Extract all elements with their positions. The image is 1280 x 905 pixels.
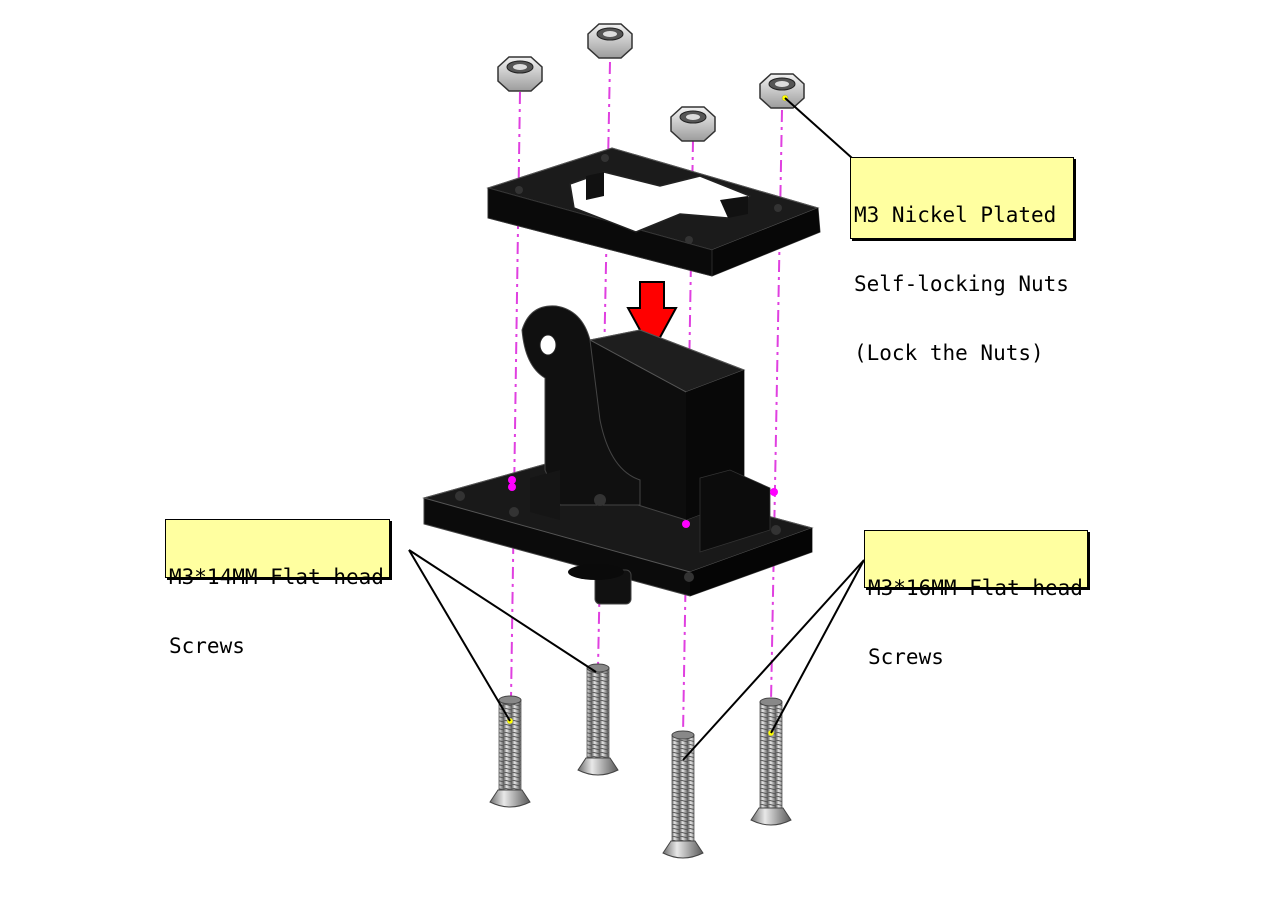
servo-mount-base bbox=[422, 305, 814, 605]
leader-nuts bbox=[784, 97, 853, 159]
nut-3 bbox=[670, 106, 716, 142]
callout-lock-nuts-line-1: M3 Nickel Plated bbox=[854, 203, 1057, 227]
callout-screws-14mm-line-1: M3*14MM Flat-head bbox=[169, 565, 384, 589]
screw-14mm-2 bbox=[577, 663, 619, 776]
nut-1 bbox=[497, 56, 543, 92]
nut-4 bbox=[759, 73, 805, 109]
callout-lock-nuts-line-3: (Lock the Nuts) bbox=[854, 341, 1044, 365]
screws-16mm bbox=[662, 697, 792, 859]
callout-screws-14mm-line-2: Screws bbox=[169, 634, 245, 658]
top-frame-plate bbox=[486, 147, 821, 277]
nut-2 bbox=[587, 23, 633, 59]
leader-16mm-b bbox=[770, 559, 865, 734]
callout-screws-16mm: M3*16MM Flat-head Screws bbox=[864, 530, 1088, 669]
screw-16mm-1 bbox=[662, 730, 704, 859]
callout-lock-nuts-line-2: Self-locking Nuts bbox=[854, 272, 1069, 296]
callout-leader-lines bbox=[408, 97, 865, 761]
leader-14mm-a bbox=[408, 549, 511, 722]
screw-14mm-1 bbox=[489, 695, 531, 808]
axis-line-4 bbox=[770, 109, 783, 703]
leader-16mm-a bbox=[682, 559, 865, 761]
callout-screws-16mm-line-1: M3*16MM Flat-head bbox=[868, 576, 1083, 600]
insert-direction-arrow bbox=[626, 281, 678, 355]
lock-nuts bbox=[497, 23, 805, 142]
leader-14mm-b bbox=[408, 549, 597, 673]
screws-14mm bbox=[489, 663, 619, 808]
callout-screws-16mm-line-2: Screws bbox=[868, 645, 944, 669]
screw-16mm-2 bbox=[750, 697, 792, 826]
callout-screws-14mm: M3*14MM Flat-head Screws bbox=[165, 519, 390, 658]
callout-lock-nuts: M3 Nickel Plated Self-locking Nuts (Lock… bbox=[850, 157, 1074, 365]
